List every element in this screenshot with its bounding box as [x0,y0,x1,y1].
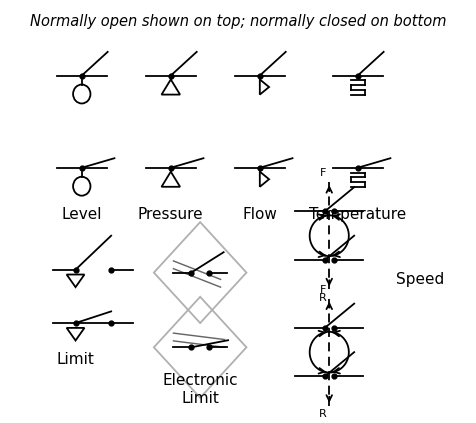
Text: Level: Level [61,206,102,222]
Text: Normally open shown on top; normally closed on bottom: Normally open shown on top; normally clo… [30,14,446,30]
Text: Flow: Flow [242,206,277,222]
Text: R: R [318,293,326,303]
Text: Pressure: Pressure [138,206,203,222]
Text: F: F [319,285,326,295]
Text: Temperature: Temperature [308,206,406,222]
Text: Speed: Speed [395,272,443,287]
Text: Electronic
Limit: Electronic Limit [162,373,238,406]
Text: Limit: Limit [57,352,94,367]
Text: R: R [318,409,326,420]
Text: F: F [319,168,326,179]
